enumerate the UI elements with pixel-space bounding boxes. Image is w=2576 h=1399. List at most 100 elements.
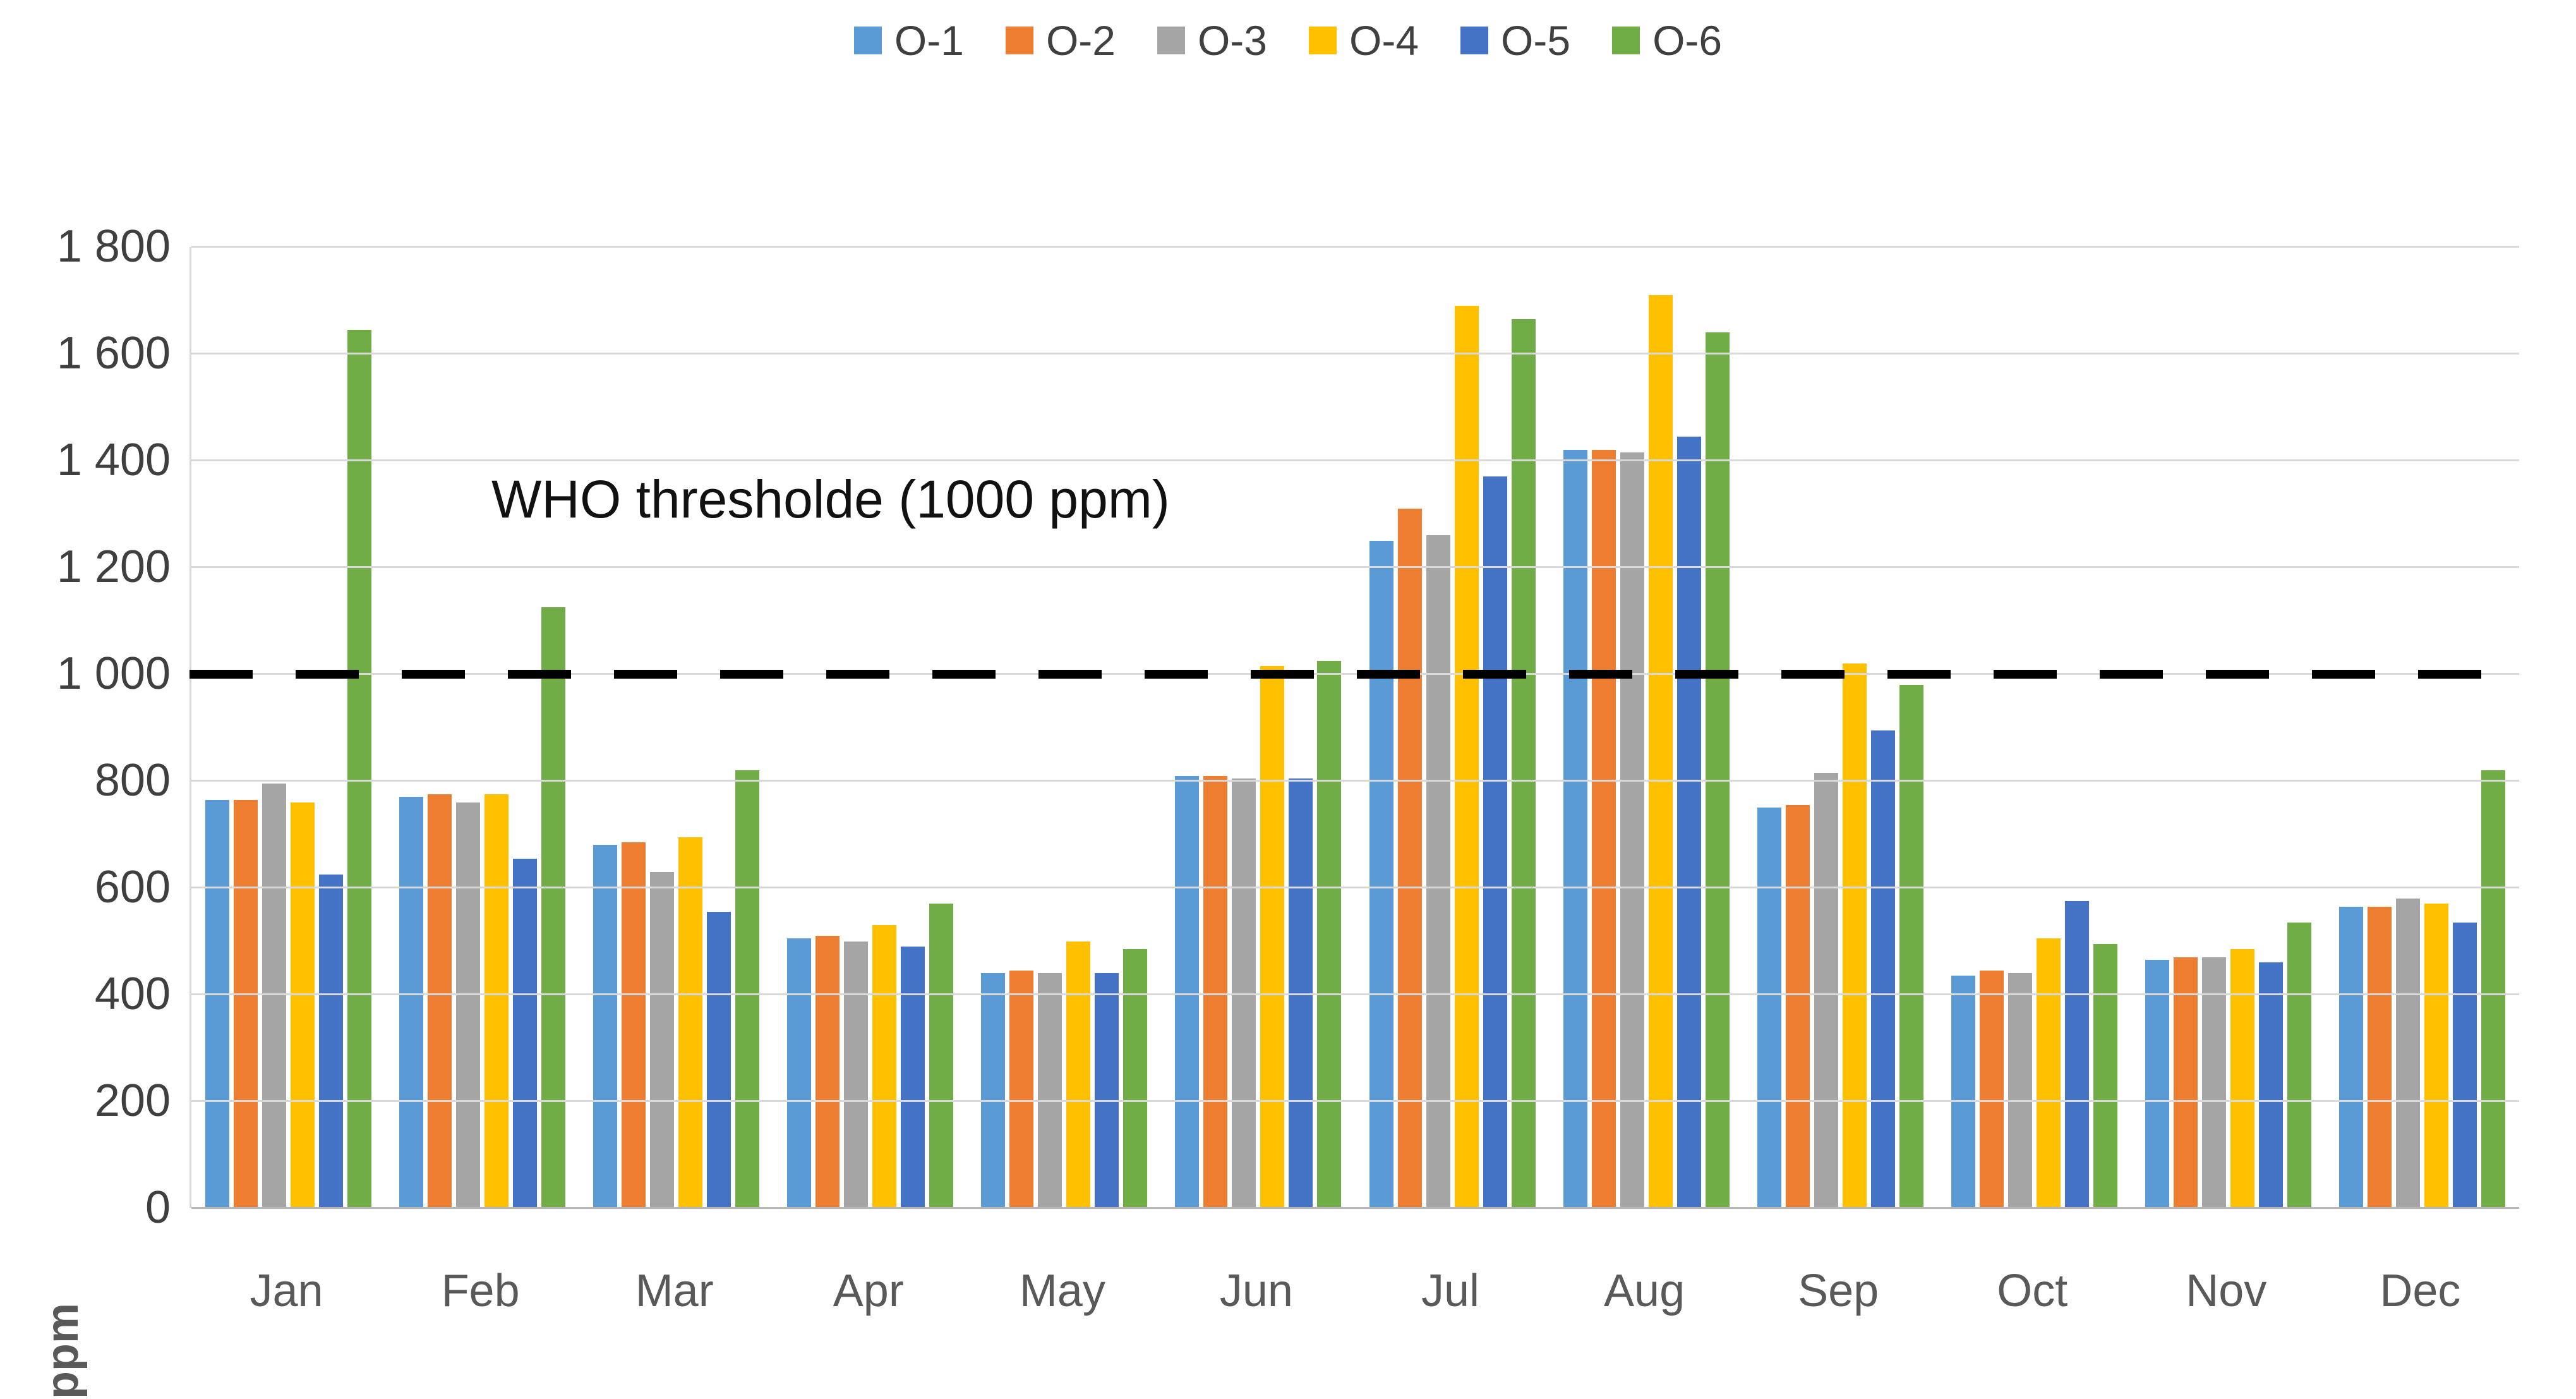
- bar-o-1-oct: [1951, 976, 1975, 1208]
- bar-group-dec: [2325, 247, 2519, 1208]
- bar-o-1-jun: [1175, 775, 1200, 1208]
- bar-group-jun: [1161, 247, 1355, 1208]
- gridline-1200: [191, 566, 2519, 569]
- bar-group-jan: [191, 247, 385, 1208]
- y-tick-label-1000: 1 000: [56, 648, 171, 699]
- bar-o-2-mar: [622, 842, 646, 1208]
- y-axis-title: ppm: [37, 1303, 88, 1399]
- bar-o-1-dec: [2338, 906, 2363, 1208]
- x-tick-label-jan: Jan: [250, 1266, 323, 1316]
- bar-o-1-may: [981, 973, 1006, 1208]
- bar-o-4-jun: [1260, 666, 1285, 1208]
- y-tick-label-800: 800: [94, 755, 171, 806]
- bar-o-3-mar: [650, 871, 675, 1208]
- legend-swatch-o-4: [1309, 27, 1337, 54]
- bar-o-2-jul: [1397, 509, 1422, 1208]
- bar-o-3-nov: [2201, 957, 2226, 1208]
- legend-swatch-o-5: [1460, 27, 1489, 54]
- bar-o-3-may: [1038, 973, 1062, 1208]
- y-tick-label-0: 0: [145, 1182, 171, 1233]
- bar-o-6-may: [1123, 949, 1148, 1208]
- bar-o-5-oct: [2064, 901, 2089, 1208]
- x-tick-label-oct: Oct: [1997, 1266, 2068, 1316]
- bar-o-4-dec: [2424, 904, 2448, 1208]
- y-tick-label-600: 600: [94, 862, 171, 912]
- bar-o-6-sep: [1899, 684, 1923, 1208]
- bar-o-6-dec: [2481, 770, 2505, 1208]
- bar-o-5-aug: [1676, 436, 1701, 1208]
- x-tick-label-sep: Sep: [1798, 1266, 1879, 1316]
- bar-o-3-aug: [1620, 452, 1644, 1208]
- bar-o-5-apr: [901, 946, 925, 1208]
- chart-legend: O-1 O-2 O-3 O-4 O-5 O-6: [0, 16, 2576, 64]
- bar-o-4-jul: [1454, 305, 1479, 1208]
- x-axis-labels: Jan Feb Mar Apr May Jun Jul Aug Sep Oct Nov Dec: [190, 1265, 2517, 1317]
- bar-o-5-mar: [707, 912, 731, 1208]
- gridline-400: [191, 993, 2519, 996]
- bar-group-oct: [1937, 247, 2131, 1208]
- x-tick-label-jun: Jun: [1219, 1266, 1293, 1316]
- x-tick-label-feb: Feb: [441, 1266, 520, 1316]
- bar-o-1-aug: [1563, 450, 1587, 1208]
- bar-o-2-dec: [2367, 906, 2392, 1208]
- bar-o-1-jul: [1369, 540, 1393, 1208]
- gridline-0: [191, 1207, 2519, 1209]
- bar-o-2-nov: [2173, 957, 2198, 1208]
- gridline-800: [191, 780, 2519, 782]
- y-tick-label-1200: 1 200: [56, 542, 171, 592]
- bar-o-4-mar: [678, 837, 703, 1208]
- bar-o-5-jun: [1289, 778, 1313, 1208]
- legend-swatch-o-3: [1157, 27, 1185, 54]
- bar-o-3-jul: [1426, 535, 1450, 1208]
- bar-group-apr: [773, 247, 967, 1208]
- legend-item-o-5: O-5: [1460, 16, 1570, 64]
- x-tick-label-jul: Jul: [1421, 1266, 1480, 1316]
- bar-group-feb: [385, 247, 579, 1208]
- legend-swatch-o-1: [853, 27, 882, 54]
- bar-o-1-jan: [205, 799, 230, 1208]
- bar-o-4-oct: [2036, 938, 2061, 1208]
- bar-o-6-nov: [2287, 922, 2311, 1208]
- x-tick-label-mar: Mar: [635, 1266, 714, 1316]
- gridline-600: [191, 887, 2519, 889]
- bar-o-4-feb: [485, 794, 509, 1208]
- bar-o-2-jun: [1203, 775, 1228, 1208]
- bar-o-5-may: [1095, 973, 1119, 1208]
- bar-o-3-oct: [2007, 973, 2032, 1208]
- bar-o-4-apr: [872, 925, 897, 1208]
- legend-label-o-5: O-5: [1501, 17, 1571, 64]
- legend-label-o-4: O-4: [1349, 17, 1419, 64]
- bar-o-5-dec: [2452, 922, 2477, 1208]
- legend-item-o-4: O-4: [1309, 16, 1419, 64]
- bar-o-2-apr: [816, 936, 840, 1208]
- y-tick-label-1800: 1 800: [56, 221, 171, 272]
- bar-group-sep: [1743, 247, 1937, 1208]
- x-tick-label-may: May: [1019, 1266, 1105, 1316]
- legend-item-o-6: O-6: [1612, 16, 1722, 64]
- x-tick-label-apr: Apr: [833, 1266, 904, 1316]
- legend-label-o-3: O-3: [1197, 17, 1267, 64]
- legend-item-o-3: O-3: [1157, 16, 1267, 64]
- bar-o-5-nov: [2258, 962, 2283, 1208]
- bar-o-1-nov: [2145, 960, 2169, 1208]
- legend-label-o-2: O-2: [1045, 17, 1116, 64]
- bar-o-6-feb: [541, 607, 566, 1208]
- y-tick-label-400: 400: [94, 969, 171, 1019]
- bar-o-5-jan: [319, 874, 344, 1208]
- bar-o-6-oct: [2093, 943, 2117, 1208]
- bar-group-may: [967, 247, 1161, 1208]
- who-threshold-label: WHO thresholde (1000 ppm): [491, 469, 1170, 529]
- bar-o-3-jan: [262, 784, 287, 1208]
- bar-o-3-feb: [456, 802, 481, 1208]
- bar-group-aug: [1550, 247, 1743, 1208]
- bar-o-4-jan: [291, 802, 315, 1208]
- bar-o-6-mar: [735, 770, 760, 1208]
- bar-o-5-jul: [1483, 476, 1507, 1208]
- legend-label-o-1: O-1: [894, 17, 964, 64]
- bar-o-4-may: [1066, 941, 1091, 1208]
- x-tick-label-nov: Nov: [2186, 1266, 2267, 1316]
- who-threshold-dashed-line: [190, 670, 2517, 679]
- bar-o-3-jun: [1232, 778, 1256, 1208]
- bar-o-4-nov: [2230, 949, 2254, 1208]
- bar-o-1-apr: [787, 938, 812, 1208]
